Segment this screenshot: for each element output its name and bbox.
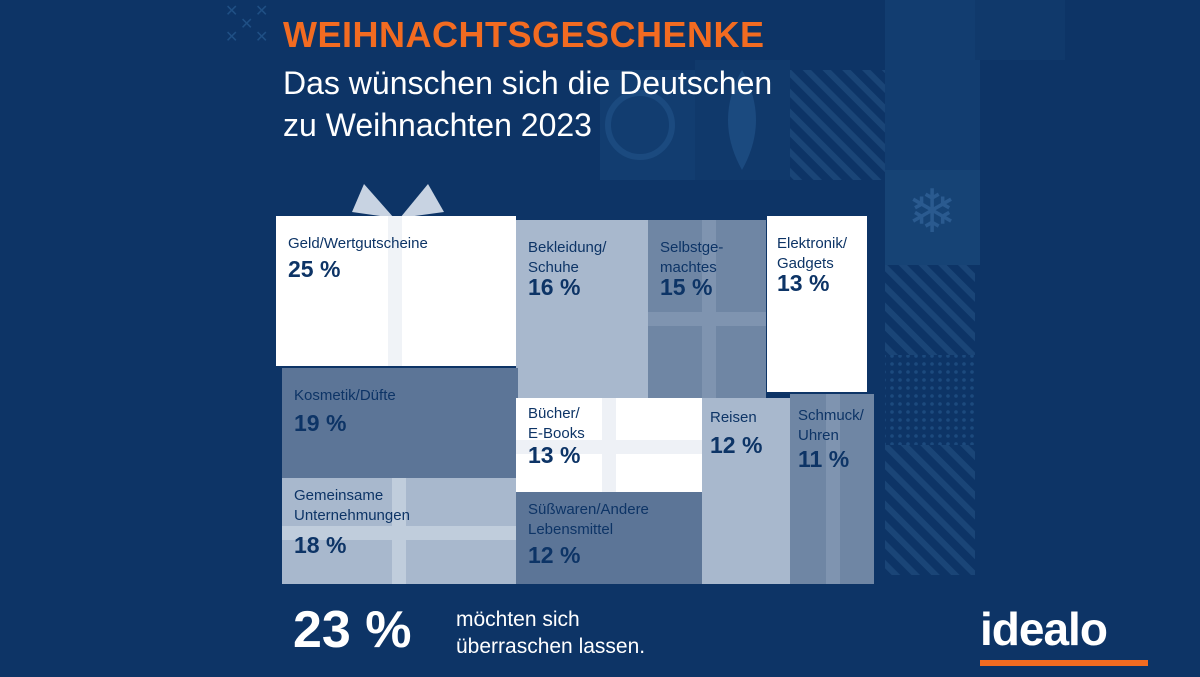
gift-bekleidung: Bekleidung/ Schuhe 16 % <box>516 220 648 398</box>
logo-underline <box>980 660 1148 666</box>
label-selbst-1: Selbstge- <box>660 239 724 256</box>
gift-suesswaren: Süßwaren/Andere Lebensmittel 12 % <box>516 492 702 584</box>
label-elektronik-1: Elektronik/ <box>777 235 848 252</box>
gift-schmuck: Schmuck/ Uhren 11 % <box>790 394 874 584</box>
svg-text:✕: ✕ <box>225 27 238 46</box>
svg-text:❄: ❄ <box>907 177 957 247</box>
label-elektronik-2: Gadgets <box>777 255 834 272</box>
label-gemeinsam-1: Gemeinsame <box>294 487 384 504</box>
gift-reisen: Reisen 12 % <box>702 398 790 584</box>
gift-geld: Geld/Wertgutscheine 25 % <box>276 216 516 366</box>
gift-selbstgemachtes: Selbstge- machtes 15 % <box>648 220 766 398</box>
value-buecher: 13 % <box>528 442 581 468</box>
label-bekleidung-1: Bekleidung/ <box>528 239 607 256</box>
title-kicker: WEIHNACHTSGESCHENKE <box>283 14 765 55</box>
summary-text: möchten sich überraschen lassen. <box>456 606 645 660</box>
svg-text:✕: ✕ <box>240 14 253 33</box>
label-buecher-2: E-Books <box>528 425 585 442</box>
label-geld: Geld/Wertgutscheine <box>288 235 428 252</box>
label-kosmetik: Kosmetik/Düfte <box>294 387 396 404</box>
title-line-1: Das wünschen sich die Deutschen <box>283 65 773 101</box>
value-kosmetik: 19 % <box>294 410 347 436</box>
gift-buecher: Bücher/ E-Books 13 % <box>516 398 702 492</box>
label-schmuck-2: Uhren <box>798 427 839 444</box>
label-selbst-2: machtes <box>660 259 717 276</box>
svg-text:✕: ✕ <box>255 1 268 20</box>
label-suess-1: Süßwaren/Andere <box>528 501 649 518</box>
bow-icon <box>352 184 444 218</box>
gift-kosmetik: Kosmetik/Düfte 19 % <box>282 368 518 478</box>
label-suess-2: Lebensmittel <box>528 521 614 538</box>
value-bekleidung: 16 % <box>528 274 581 300</box>
logo-text: idealo <box>980 603 1108 655</box>
value-reisen: 12 % <box>710 432 763 458</box>
value-elektronik: 13 % <box>777 270 830 296</box>
page-title: Das wünschen sich die Deutschen zu Weihn… <box>283 62 772 146</box>
label-buecher: Bücher/ E-Books <box>528 404 585 444</box>
title-line-2: zu Weihnachten 2023 <box>283 107 592 143</box>
value-suesswaren: 12 % <box>528 542 581 568</box>
summary-value: 23 % <box>293 601 412 659</box>
svg-text:✕: ✕ <box>225 1 238 20</box>
svg-text:✕: ✕ <box>255 27 268 46</box>
label-reisen: Reisen <box>710 409 757 426</box>
label-gemeinsam-2: Unternehmungen <box>294 507 410 524</box>
value-schmuck: 11 % <box>798 446 850 472</box>
value-selbstgemachtes: 15 % <box>660 274 713 300</box>
label-buecher-1: Bücher/ <box>528 405 580 422</box>
gift-gemeinsame: Gemeinsame Unternehmungen 18 % <box>282 478 518 584</box>
label-selbstgemachtes: Selbstge- machtes <box>660 238 723 278</box>
label-suesswaren: Süßwaren/Andere Lebensmittel <box>528 500 649 540</box>
value-geld: 25 % <box>288 256 341 282</box>
label-schmuck-1: Schmuck/ <box>798 407 864 424</box>
value-gemeinsame: 18 % <box>294 532 347 558</box>
summary-text-1: möchten sich <box>456 608 580 631</box>
label-schmuck: Schmuck/ Uhren <box>798 406 864 446</box>
summary-text-2: überraschen lassen. <box>456 635 646 658</box>
gift-elektronik: Elektronik/ Gadgets 13 % <box>767 216 867 392</box>
idealo-logo: idealo <box>980 606 1148 666</box>
label-bekleidung: Bekleidung/ Schuhe <box>528 238 606 278</box>
label-bekleidung-2: Schuhe <box>528 259 579 276</box>
label-gemeinsame: Gemeinsame Unternehmungen <box>294 486 410 526</box>
label-elektronik: Elektronik/ Gadgets <box>777 234 847 274</box>
